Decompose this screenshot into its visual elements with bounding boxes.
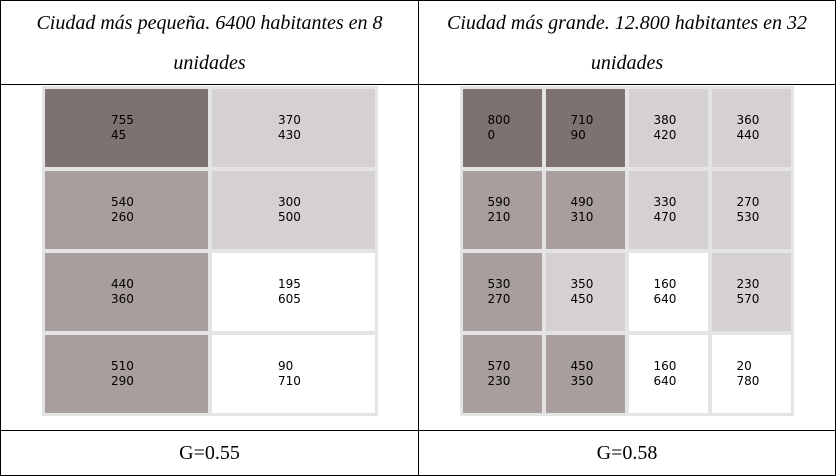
unit-cell: 450 350 [546,335,625,413]
cell-value: 0 [487,128,496,142]
cell-value: 350 [570,374,594,388]
cell-value: 160 [653,277,677,291]
unit-cell: 350 450 [546,253,625,331]
cell-value: 510 [111,359,134,373]
unit-cell: 380 420 [629,89,708,167]
unit-grid: 800 0 710 90 380 420 360 440 590 210 490 310 330 470 2… [460,86,794,416]
unit-cell: 800 0 [463,89,542,167]
cell-value: 780 [736,374,760,388]
gini-value: G=0.55 [179,441,240,464]
panel: Ciudad más pequeña. 6400 habitantes en 8… [1,1,418,475]
cell-value: 90 [570,128,586,142]
cell-value: 360 [736,113,760,127]
cell-value: 270 [736,195,760,209]
unit-cell: 330 470 [629,171,708,249]
cell-value: 470 [653,210,677,224]
gini-value: G=0.58 [596,441,658,464]
cell-value: 160 [653,359,677,373]
panel-header: Ciudad más pequeña. 6400 habitantes en 8… [1,1,418,85]
cell-value: 270 [487,292,511,306]
unit-cell: 160 640 [629,335,708,413]
cell-value: 230 [487,374,511,388]
cell-value: 370 [278,113,301,127]
cell-value: 570 [487,359,511,373]
cell-value: 490 [570,195,594,209]
cell-value: 20 [736,359,752,373]
unit-cell: 490 310 [546,171,625,249]
unit-cell: 590 210 [463,171,542,249]
cell-value: 570 [736,292,760,306]
cell-value: 380 [653,113,677,127]
panel: Ciudad más grande. 12.800 habitantes en … [418,1,835,475]
cell-value: 640 [653,374,677,388]
cell-value: 290 [111,374,134,388]
cell-value: 350 [570,277,594,291]
cell-value: 90 [278,359,294,373]
cell-value: 310 [570,210,594,224]
unit-cell: 570 230 [463,335,542,413]
unit-cell: 90 710 [211,335,375,413]
panel-header: Ciudad más grande. 12.800 habitantes en … [419,1,835,85]
unit-cell: 755 45 [44,89,208,167]
cell-value: 640 [653,292,677,306]
cell-value: 440 [111,277,134,291]
cell-value: 800 [487,113,511,127]
cell-value: 450 [570,359,594,373]
unit-cell: 360 440 [712,89,791,167]
unit-cell: 270 530 [712,171,791,249]
cell-value: 605 [278,292,301,306]
unit-cell: 440 360 [44,253,208,331]
cell-value: 500 [278,210,301,224]
cell-value: 430 [278,128,301,142]
cell-value: 330 [653,195,677,209]
cell-value: 590 [487,195,511,209]
unit-cell: 230 570 [712,253,791,331]
unit-cell: 20 780 [712,335,791,413]
cell-value: 210 [487,210,511,224]
cell-value: 260 [111,210,134,224]
cell-value: 45 [111,128,127,142]
cell-value: 440 [736,128,760,142]
panel-body: 800 0 710 90 380 420 360 440 590 210 490 310 330 470 2… [419,85,835,431]
cell-value: 755 [111,113,134,127]
cell-value: 710 [278,374,301,388]
cell-value: 230 [736,277,760,291]
cell-value: 540 [111,195,134,209]
unit-cell: 300 500 [211,171,375,249]
cell-value: 450 [570,292,594,306]
unit-grid: 755 45 370 430 540 260 300 500 440 360 195 605 510 29… [41,86,378,416]
unit-cell: 160 640 [629,253,708,331]
cell-value: 710 [570,113,594,127]
cell-value: 360 [111,292,134,306]
unit-cell: 530 270 [463,253,542,331]
cell-value: 195 [278,277,301,291]
unit-cell: 370 430 [211,89,375,167]
cell-value: 420 [653,128,677,142]
cell-value: 530 [736,210,760,224]
unit-cell: 540 260 [44,171,208,249]
panel-body: 755 45 370 430 540 260 300 500 440 360 195 605 510 29… [1,85,418,431]
cell-value: 530 [487,277,511,291]
unit-cell: 710 90 [546,89,625,167]
cell-value: 300 [278,195,301,209]
unit-cell: 195 605 [211,253,375,331]
unit-cell: 510 290 [44,335,208,413]
